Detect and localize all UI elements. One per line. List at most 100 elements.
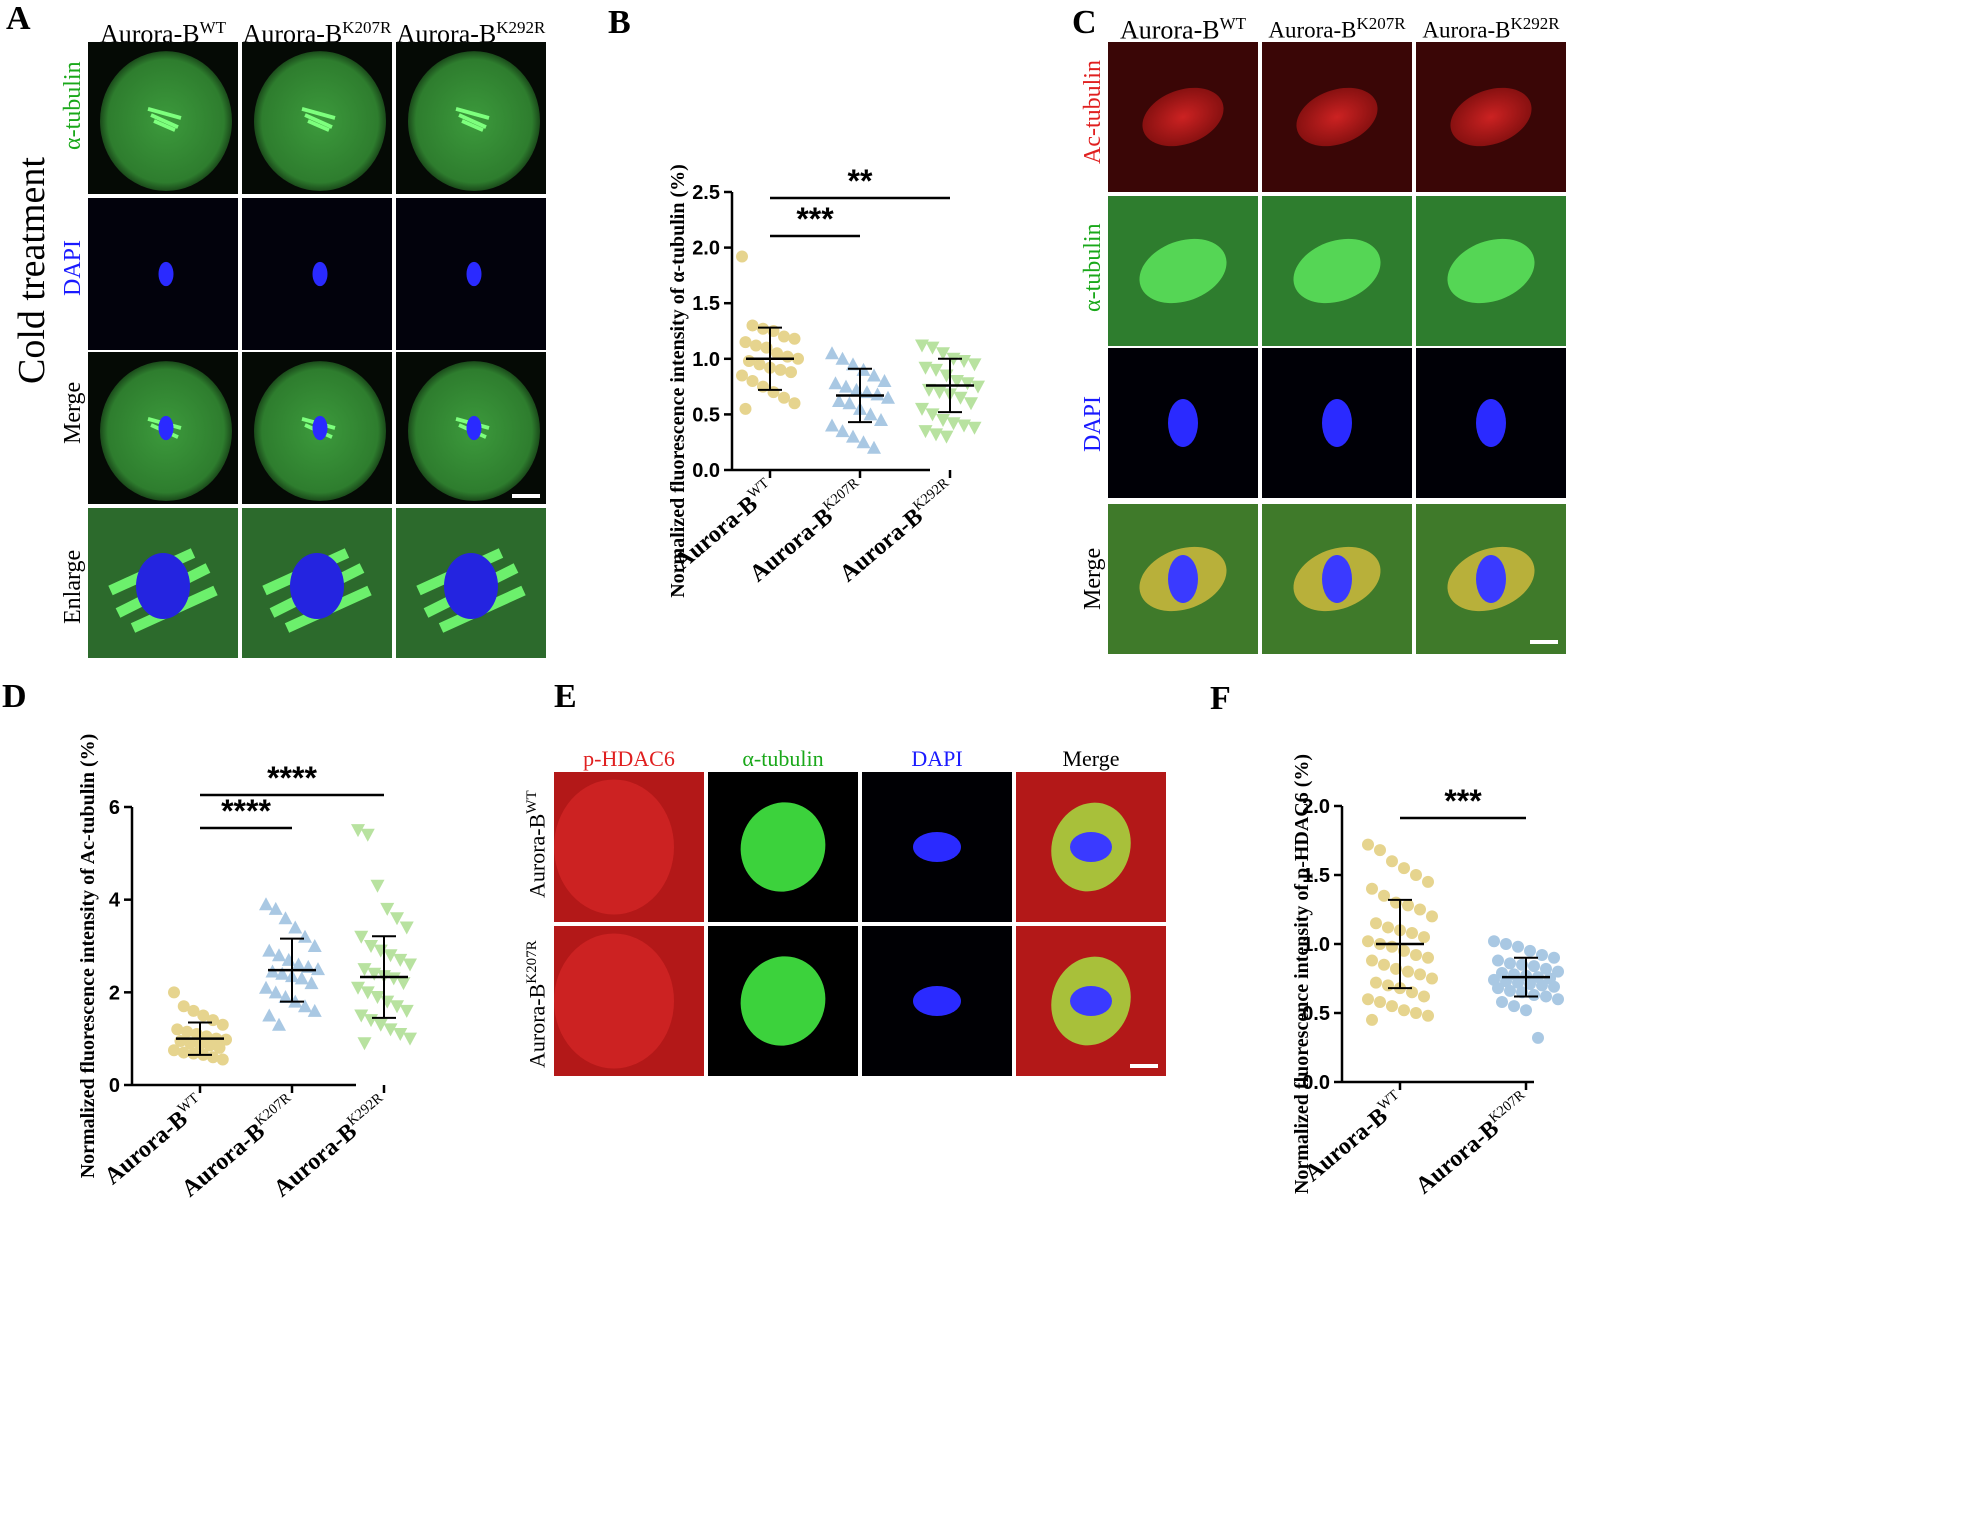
data-point [788, 332, 801, 345]
data-point [272, 1017, 286, 1031]
data-point [743, 355, 755, 368]
data-point [839, 379, 853, 393]
data-point [863, 407, 878, 421]
data-point [918, 361, 933, 375]
x-tick-label: Aurora-BK207R [1410, 1087, 1536, 1199]
data-point [203, 1039, 216, 1052]
data-point [832, 394, 846, 408]
panel-e-image [862, 926, 1012, 1076]
data-point [216, 1053, 229, 1066]
data-point [373, 1018, 388, 1032]
panel-a-image [88, 352, 238, 504]
significance-label: **** [221, 793, 271, 829]
data-point [1378, 889, 1390, 902]
data-point [1366, 882, 1378, 895]
x-tick-label: Aurora-BWT [1298, 1087, 1410, 1187]
panel-c-col-head: Aurora-BWT [1119, 14, 1247, 45]
data-point [399, 1004, 414, 1018]
data-point [915, 402, 929, 416]
panel-e-image [1016, 926, 1166, 1076]
y-tick-label: 2.0 [1302, 796, 1330, 818]
data-point [1386, 855, 1398, 868]
data-point [736, 369, 748, 382]
data-point [370, 990, 385, 1004]
panel-c-row-label: α-tubulin [1080, 223, 1106, 312]
panel-label-a: A [6, 0, 31, 37]
data-point [278, 989, 293, 1003]
panel-c-image [1108, 348, 1258, 498]
y-axis-label: Normalized fluorescence intensity of α-t… [667, 164, 689, 598]
data-point [1512, 976, 1524, 989]
data-point [357, 1037, 372, 1051]
data-point [774, 363, 787, 376]
significance-label: *** [796, 201, 834, 237]
data-point [1410, 869, 1422, 881]
data-point [1492, 982, 1504, 995]
chart-f: 0.0 0.5 1.0 1.5 2.0 Normalized fluorescence i… [1280, 754, 1580, 1230]
data-point [262, 943, 277, 957]
data-point [216, 1018, 229, 1031]
data-point [1524, 944, 1536, 957]
data-point [964, 397, 978, 411]
data-point [396, 977, 411, 991]
data-point [918, 425, 933, 439]
data-point [177, 1000, 190, 1013]
data-point [367, 967, 382, 981]
panel-e-col-head: p-HDAC6 [583, 746, 675, 771]
data-point [1382, 979, 1394, 992]
data-point [1410, 1007, 1422, 1019]
data-point [1418, 990, 1430, 1003]
panel-c-image [1262, 196, 1412, 346]
data-point [936, 347, 950, 361]
significance-label: *** [1444, 783, 1482, 819]
y-tick-label: 2.5 [692, 182, 720, 204]
data-point [1362, 935, 1374, 948]
panel-label-e: E [554, 678, 577, 715]
chart-d: 0 2 4 6 Normalized fluorescence intensity of… [70, 734, 470, 1240]
panel-c-col-head: Aurora-BK207R [1268, 14, 1406, 43]
data-point [925, 341, 940, 355]
significance-label: ** [848, 163, 873, 199]
panel-a-image [242, 508, 392, 658]
y-tick-label: 1.5 [692, 293, 720, 315]
data-point [849, 382, 864, 396]
data-point [1366, 954, 1378, 967]
data-point [1398, 862, 1410, 875]
data-point [739, 402, 752, 415]
data-point [171, 1023, 184, 1036]
data-point [268, 985, 283, 999]
panel-a-image [396, 42, 546, 194]
panel-c-image [1416, 504, 1566, 654]
data-point [1402, 965, 1414, 978]
data-point [936, 413, 950, 427]
panel-a-image [88, 198, 238, 350]
panel-c-image [1108, 196, 1258, 346]
data-point [184, 1037, 197, 1050]
data-point [867, 440, 881, 454]
data-point [746, 375, 759, 388]
data-point [957, 355, 971, 369]
data-point [1382, 921, 1394, 934]
data-point [1528, 989, 1540, 1002]
data-point [967, 358, 982, 372]
panel-e-col-head: α-tubulin [742, 746, 824, 771]
panel-e-image [554, 926, 704, 1076]
panel-a-image [88, 508, 238, 658]
data-point [925, 408, 940, 422]
data-point [922, 383, 936, 397]
y-tick-label: 0.5 [1302, 1003, 1330, 1025]
data-point [750, 339, 762, 352]
data-point [298, 999, 312, 1013]
data-point [1370, 976, 1382, 989]
panel-e-row-label: Aurora-BWT [524, 790, 550, 898]
data-point [403, 958, 417, 972]
data-point [1536, 979, 1548, 992]
data-point [1406, 926, 1418, 939]
data-point [788, 397, 801, 410]
data-point [288, 920, 303, 934]
data-point [771, 347, 783, 360]
data-point [971, 380, 985, 394]
data-point [1536, 949, 1548, 962]
data-point [825, 346, 839, 360]
cold-treatment-label: Cold treatment [11, 157, 53, 384]
